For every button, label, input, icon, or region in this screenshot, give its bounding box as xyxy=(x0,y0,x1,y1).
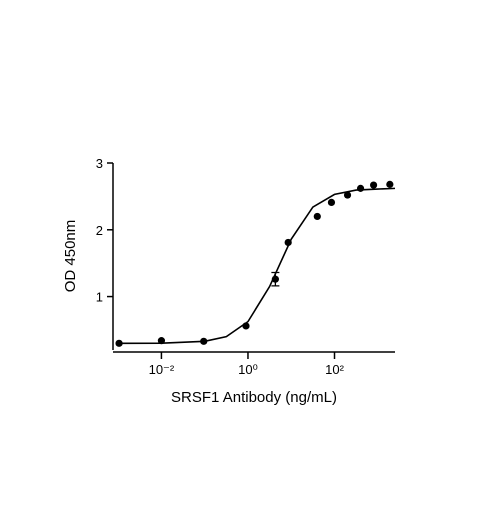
x-tick-label: 10⁻² xyxy=(149,362,175,377)
data-point xyxy=(327,198,336,207)
data-point xyxy=(386,180,394,188)
fit-curve xyxy=(118,187,396,345)
y-tick-label: 3 xyxy=(96,156,103,171)
y-tick-label: 2 xyxy=(96,223,103,238)
y-tick-label: 1 xyxy=(96,290,103,305)
x-axis-label: SRSF1 Antibody (ng/mL) xyxy=(171,389,337,406)
data-point xyxy=(313,212,321,221)
data-point xyxy=(356,184,365,192)
x-tick-label: 10⁰ xyxy=(238,362,258,377)
x-tick-label: 10² xyxy=(325,362,344,377)
data-point xyxy=(343,191,352,199)
y-axis-label: OD 450nm xyxy=(62,220,79,293)
data-point xyxy=(369,181,378,189)
